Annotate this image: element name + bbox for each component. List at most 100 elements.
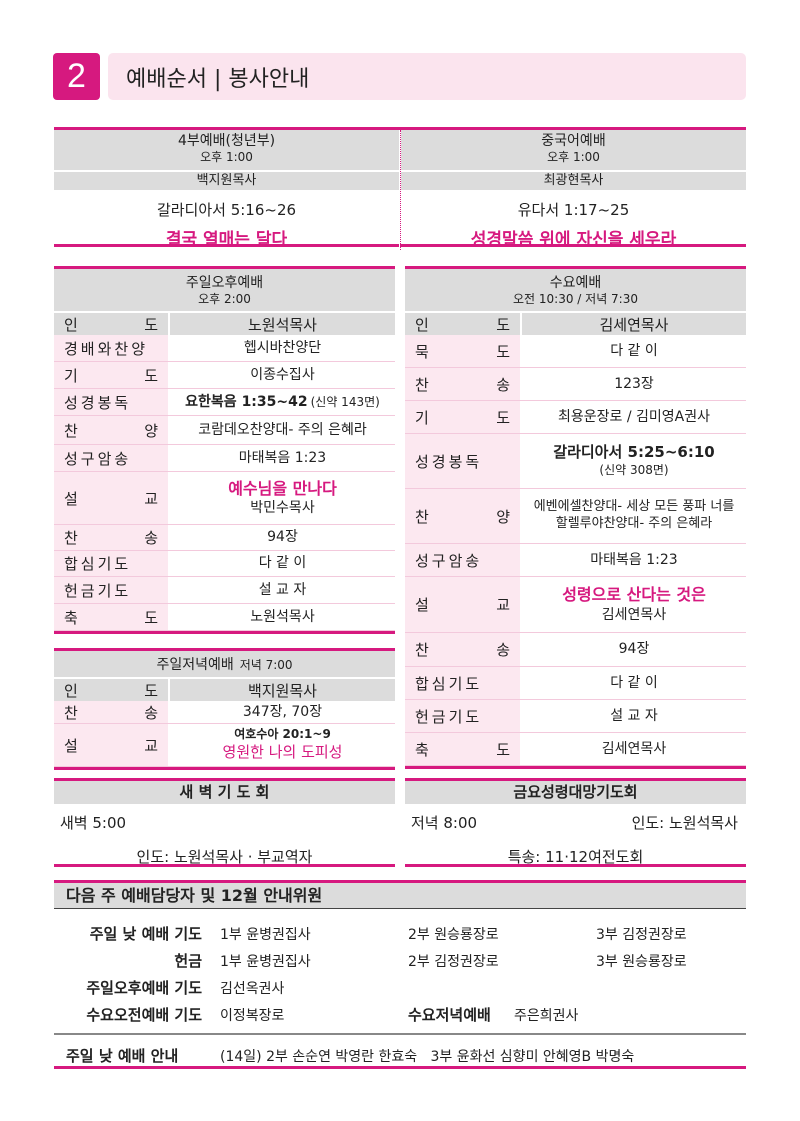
value: 123장 [614,375,654,392]
table-row: 헌금기도 설 교 자 [54,577,395,604]
section-title: 다음 주 예배담당자 및 12월 안내위원 [54,883,746,909]
row-value: 여호수아 20:1~9 영원한 나의 도피성 [170,724,395,766]
staff-label: 주일오후예배 기도 [86,979,202,997]
row-value: 다 같 이 [170,551,395,576]
row-value: 설 교 자 [522,700,746,732]
row-value: 94장 [170,525,395,550]
value-text: 94장 [619,640,650,658]
value-text: 헵시바찬양단 [244,339,321,357]
row-value: 마태복음 1:23 [170,445,395,471]
section-title: 금요성령대망기도회 [405,781,746,804]
table-row: 성구암송 마태복음 1:23 [405,544,746,577]
row-value: 예수님을 만나다 박민수목사 [170,472,395,524]
service-pastor: 최광현목사 [401,172,746,190]
table-row: 성경봉독 갈라디아서 5:25~6:10 (신약 308면) [405,434,746,489]
row-value: 백지원목사 [247,681,317,700]
value-text: 노원석목사 [250,608,314,626]
sermon-title: 성경말씀 위에 자신을 세우라 [470,230,677,250]
table-row: 경배와찬양 헵시바찬양단 [54,335,395,362]
value-text: 설 교 자 [259,581,307,599]
value-text: 김세연목사 [602,606,666,624]
value-text: 에벤에셀찬양대- 세상 모든 풍파 너를 [534,499,735,516]
value-text: 박민수목사 [250,499,314,517]
staff-value: 3부 김정권장로 [596,927,687,943]
value-text: 설 교 자 [610,707,658,725]
value: 갈라디아서 5:25~6:10 [553,443,715,462]
scripture: 갈라디아서 5:16~26 [156,201,297,219]
row-label: 성경봉독 [405,434,522,488]
table-header: 주일저녁예배 저녁 7:00 [54,651,395,677]
value: 다 같 이 [258,555,307,572]
service-time: 오후 1:00 [200,149,253,164]
value-text: 요한복음 1:35~42 (신약 143면) [185,393,380,411]
row-label: 성구암송 [54,445,170,471]
row-label: 합심기도 [405,667,522,699]
table-row: 성구암송 마태복음 1:23 [54,445,395,472]
friday-prayer: 금요성령대망기도회 저녁 8:00 인도: 노원석목사 특송: 11·12여전도… [405,778,746,867]
value-line-2: (신약 308면) [599,462,669,477]
scripture: 유다서 1:17~25 [517,201,630,219]
sermon-title: 영원한 나의 도피성 [222,743,343,762]
section-number-badge: 2 [53,53,100,100]
youth-service: 4부예배(청년부) 오후 1:00 백지원목사 갈라디아서 5:16~26 결국… [54,130,400,250]
row-label: 헌금기도 [54,577,170,603]
staff-label: 주일 낮 예배 기도 [89,925,202,943]
service-name: 중국어예배 [541,133,606,149]
leader-row: 인 도 백지원목사 [54,677,395,701]
sermon-title: 성령으로 산다는 것은 [562,585,706,604]
row-value: 갈라디아서 5:25~6:10 (신약 308면) [522,434,746,488]
value-text: 코람데오찬양대- 주의 은혜라 [198,421,367,439]
table-row: 찬 송 94장 [54,525,395,551]
table-row: 찬 송 123장 [405,368,746,401]
row-label: 헌금기도 [405,700,522,732]
dawn-prayer: 새 벽 기 도 회 새벽 5:00 인도: 노원석목사 · 부교역자 [54,778,395,867]
table-row: 설 교 예수님을 만나다 박민수목사 [54,472,395,525]
table-row: 합심기도 다 같 이 [405,667,746,700]
service-name: 수요예배 [549,275,602,291]
staff-value: 이정복장로 [220,1008,285,1024]
staff-value: 2부 원승룡장로 [408,927,499,943]
staff-value: 1부 윤병권집사 [220,954,311,970]
table-row: 설 교 여호수아 20:1~9 영원한 나의 도피성 [54,724,395,767]
service-name: 주일오후예배 [185,275,264,291]
row-value: 123장 [522,368,746,400]
value-line-2: 할렐루야찬양대- 주의 은혜라 [555,516,713,531]
value-text: 다 같 이 [610,674,658,692]
dawn-time: 새벽 5:00 [60,814,127,832]
row-value: 요한복음 1:35~42 (신약 143면) [170,389,395,415]
guide-label: 주일 낮 예배 안내 [66,1047,179,1065]
table-row: 찬 송 94장 [405,633,746,667]
service-time: 오후 1:00 [547,149,600,164]
value: 마태복음 1:23 [238,449,327,466]
value: 여호수아 20:1~9 [234,727,331,742]
table-row: 기 도 최용운장로 / 김미영A권사 [405,401,746,434]
row-value: 최용운장로 / 김미영A권사 [522,401,746,433]
row-value: 이종수집사 [170,362,395,388]
row-label: 경배와찬양 [54,335,170,361]
table-header: 수요예배 오전 10:30 / 저녁 7:30 [405,269,746,311]
row-value: 노원석목사 [170,604,395,630]
staff-value: 2부 김정권장로 [408,954,499,970]
row-value: 김세연목사 [522,733,746,765]
row-value: 94장 [522,633,746,666]
table-row: 합심기도 다 같 이 [54,551,395,577]
staff-label: 수요저녁예배 [408,1006,491,1024]
value-text: 이종수집사 [250,366,314,384]
service-name: 주일저녁예배 [156,657,234,673]
table-row: 찬 양 코람데오찬양대- 주의 은혜라 [54,416,395,445]
value-text: 94장 [267,528,298,546]
page-title: 예배순서 | 봉사안내 [108,53,746,100]
row-value: 에벤에셀찬양대- 세상 모든 풍파 너를 할렐루야찬양대- 주의 은혜라 [522,489,746,543]
staff-label: 헌금 [174,952,202,970]
row-value: 다 같 이 [522,667,746,699]
value: 에벤에셀찬양대- 세상 모든 풍파 너를 [533,499,735,515]
staff-value: 주은희권사 [514,1008,579,1024]
service-name: 4부예배(청년부) [177,133,276,149]
value-text: 최용운장로 / 김미영A권사 [558,408,710,426]
